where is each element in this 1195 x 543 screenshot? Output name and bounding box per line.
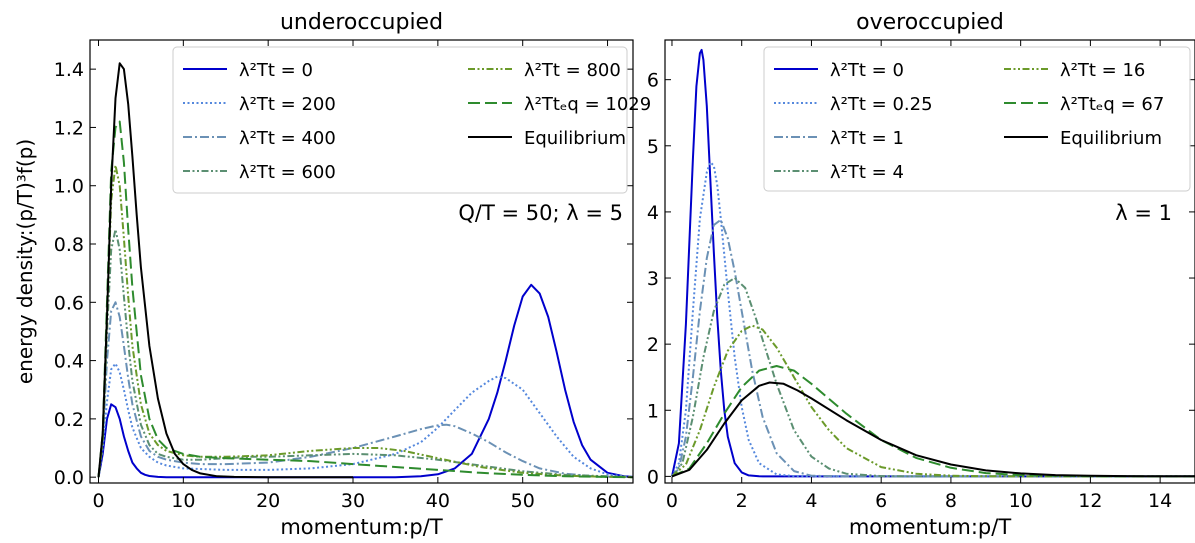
x-tick-label: 6 [875,490,887,512]
x-tick-label: 10 [1009,490,1033,512]
x-tick-label: 12 [1078,490,1102,512]
series-line-4 [97,164,633,479]
y-tick-label: 6 [647,70,659,92]
legend-label-4: λ²Tt = 800 [524,60,621,81]
series-line-5 [97,120,633,479]
x-tick-label: 10 [171,490,195,512]
series-line-1 [97,362,633,478]
series-line-3 [671,277,1195,478]
y-tick-label: 0.6 [54,292,84,314]
legend-label-1: λ²Tt = 0.25 [830,94,933,115]
x-tick-label: 60 [595,490,619,512]
x-tick-label: 0 [666,490,678,512]
series-line-2 [671,218,1195,478]
legend-label-6: Equilibrium [524,128,626,149]
legend-label-2: λ²Tt = 400 [239,128,336,149]
y-tick-label: 0 [647,466,659,488]
chart-panel-0: 0 10 20 30 40 50 60 0.0 0.2 0.4 0.6 0.8 1.0 1.2 1.4 und… [13,10,651,539]
legend-label-2: λ²Tt = 1 [830,128,904,149]
series-line-4 [671,324,1195,478]
x-tick-label: 0 [92,490,104,512]
x-tick-label: 2 [736,490,748,512]
y-tick-label: 0.2 [54,409,84,431]
series-line-5 [671,365,1195,478]
series-line-6 [97,62,353,479]
legend-label-3: λ²Tt = 600 [239,162,336,183]
series-group [671,48,1195,478]
plot-frame [89,39,634,484]
x-tick-label: 20 [256,490,280,512]
x-axis-label: momentum:p/T [280,515,442,539]
y-tick-label: 1 [647,400,659,422]
y-tick-label: 2 [647,334,659,356]
plot-frame [664,39,1195,484]
y-tick-label: 0.8 [54,234,84,256]
chart-panel-1: 0 2 4 6 8 10 12 140123456overoccupiedmomentum:p… [647,10,1195,539]
x-tick-label: 8 [945,490,957,512]
legend-label-5: λ²Ttₑq = 67 [1060,94,1164,115]
series-group [97,62,633,479]
legend-label-3: λ²Tt = 4 [830,162,904,183]
series-line-2 [97,301,633,479]
y-tick-label: 1.0 [54,176,84,198]
legend-box [763,46,1191,192]
legend-label-6: Equilibrium [1060,128,1162,149]
chart-title: overoccupied [856,10,1004,35]
x-tick-label: 40 [426,490,450,512]
x-axis-label: momentum:p/T [849,515,1011,539]
x-tick-label: 30 [341,490,365,512]
x-tick-label: 50 [511,490,535,512]
x-tick-label: 14 [1148,490,1172,512]
y-tick-label: 1.2 [54,117,84,139]
legend-label-1: λ²Tt = 200 [239,94,336,115]
legend-label-0: λ²Tt = 0 [830,60,904,81]
series-line-0 [671,48,1195,478]
y-tick-label: 0.0 [54,467,84,489]
annotation-text: λ = 1 [1115,201,1172,225]
chart-title: underoccupied [280,10,443,35]
y-tick-label: 0.4 [54,351,84,373]
legend-label-0: λ²Tt = 0 [239,60,313,81]
x-tick-label: 4 [805,490,817,512]
legend: λ²Tt = 0 λ²Tt = 200 λ²Tt = 400 λ²Tt = 600 λ²… [172,46,651,194]
y-tick-label: 5 [647,136,659,158]
legend-label-5: λ²Ttₑq = 1029 [524,94,651,115]
series-line-3 [97,228,633,478]
y-tick-label: 1.4 [54,59,84,81]
y-tick-label: 3 [647,268,659,290]
y-tick-label: 4 [647,202,659,224]
legend-box [172,46,628,194]
series-line-1 [671,161,1195,478]
legend-label-4: λ²Tt = 16 [1060,60,1145,81]
series-line-6 [671,381,1195,478]
legend: λ²Tt = 0 λ²Tt = 0.25 λ²Tt = 1 λ²Tt = 4 λ²Tt … [763,46,1191,192]
annotation-text: Q/T = 50; λ = 5 [458,201,623,225]
y-axis-label: energy density:(p/T)³f(p) [13,139,37,384]
series-line-0 [97,283,633,479]
